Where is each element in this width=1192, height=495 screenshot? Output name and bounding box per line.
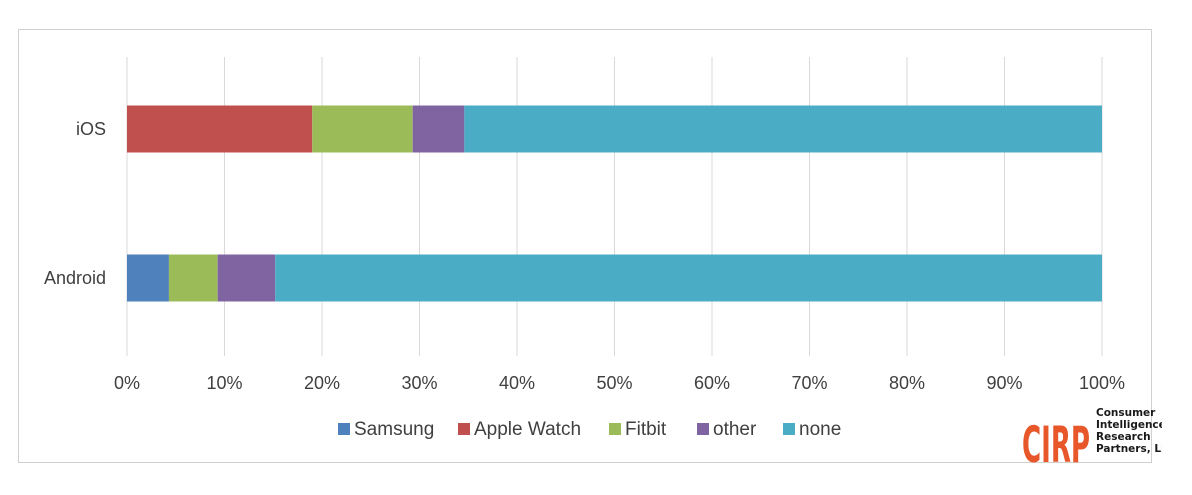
bar-segment-samsung-android	[127, 254, 169, 302]
bar-segment-none-android	[275, 254, 1102, 302]
bar-segment-fitbit-android	[168, 254, 218, 302]
bar-segment-none-ios	[464, 105, 1103, 153]
category-labels: iOS Android	[44, 119, 106, 288]
x-tick-label: 40%	[499, 373, 535, 393]
legend-label: none	[799, 419, 841, 440]
logo-line-2: Intelligence	[1096, 419, 1162, 431]
x-tick-label: 0%	[114, 373, 140, 393]
x-tick-label: 90%	[986, 373, 1022, 393]
bar-segment-other-android	[217, 254, 276, 302]
legend: Samsung Apple Watch Fitbit other none	[338, 419, 841, 440]
chart-frame: iOS Android 0% 10% 20% 30% 40% 50% 60% 70% 80% 90%…	[18, 29, 1152, 463]
legend-label: other	[713, 419, 757, 440]
chart-svg: iOS Android 0% 10% 20% 30% 40% 50% 60% 70% 80% 90%…	[44, 57, 1125, 440]
logo-line-1: Consumer	[1096, 407, 1156, 419]
legend-label: Samsung	[354, 419, 434, 440]
x-tick-label: 100%	[1079, 373, 1125, 393]
legend-swatch-samsung	[338, 423, 350, 435]
category-label: iOS	[76, 119, 106, 139]
logo-mark: CIRP	[1022, 416, 1090, 466]
x-tick-labels: 0% 10% 20% 30% 40% 50% 60% 70% 80% 90% 100%	[114, 373, 1125, 393]
x-tick-label: 30%	[401, 373, 437, 393]
x-tick-label: 10%	[206, 373, 242, 393]
cirp-logo: CIRP Consumer Intelligence Research Part…	[1022, 407, 1162, 466]
bars	[127, 105, 1103, 302]
legend-swatch-fitbit	[609, 423, 621, 435]
legend-swatch-apple-watch	[458, 423, 470, 435]
bar-segment-apple-watch-ios	[127, 105, 313, 153]
x-tick-label: 70%	[791, 373, 827, 393]
logo-line-4: Partners, LLC	[1096, 443, 1162, 455]
bar-segment-other-ios	[412, 105, 465, 153]
gridlines	[126, 57, 1103, 356]
logo-line-3: Research	[1096, 431, 1151, 443]
legend-label: Apple Watch	[474, 419, 581, 440]
x-tick-label: 80%	[889, 373, 925, 393]
bar-segment-fitbit-ios	[312, 105, 413, 153]
x-tick-label: 50%	[596, 373, 632, 393]
legend-label: Fitbit	[625, 419, 667, 440]
x-tick-label: 60%	[694, 373, 730, 393]
x-tick-label: 20%	[304, 373, 340, 393]
legend-swatch-other	[697, 423, 709, 435]
category-label: Android	[44, 268, 106, 288]
legend-swatch-none	[783, 423, 795, 435]
